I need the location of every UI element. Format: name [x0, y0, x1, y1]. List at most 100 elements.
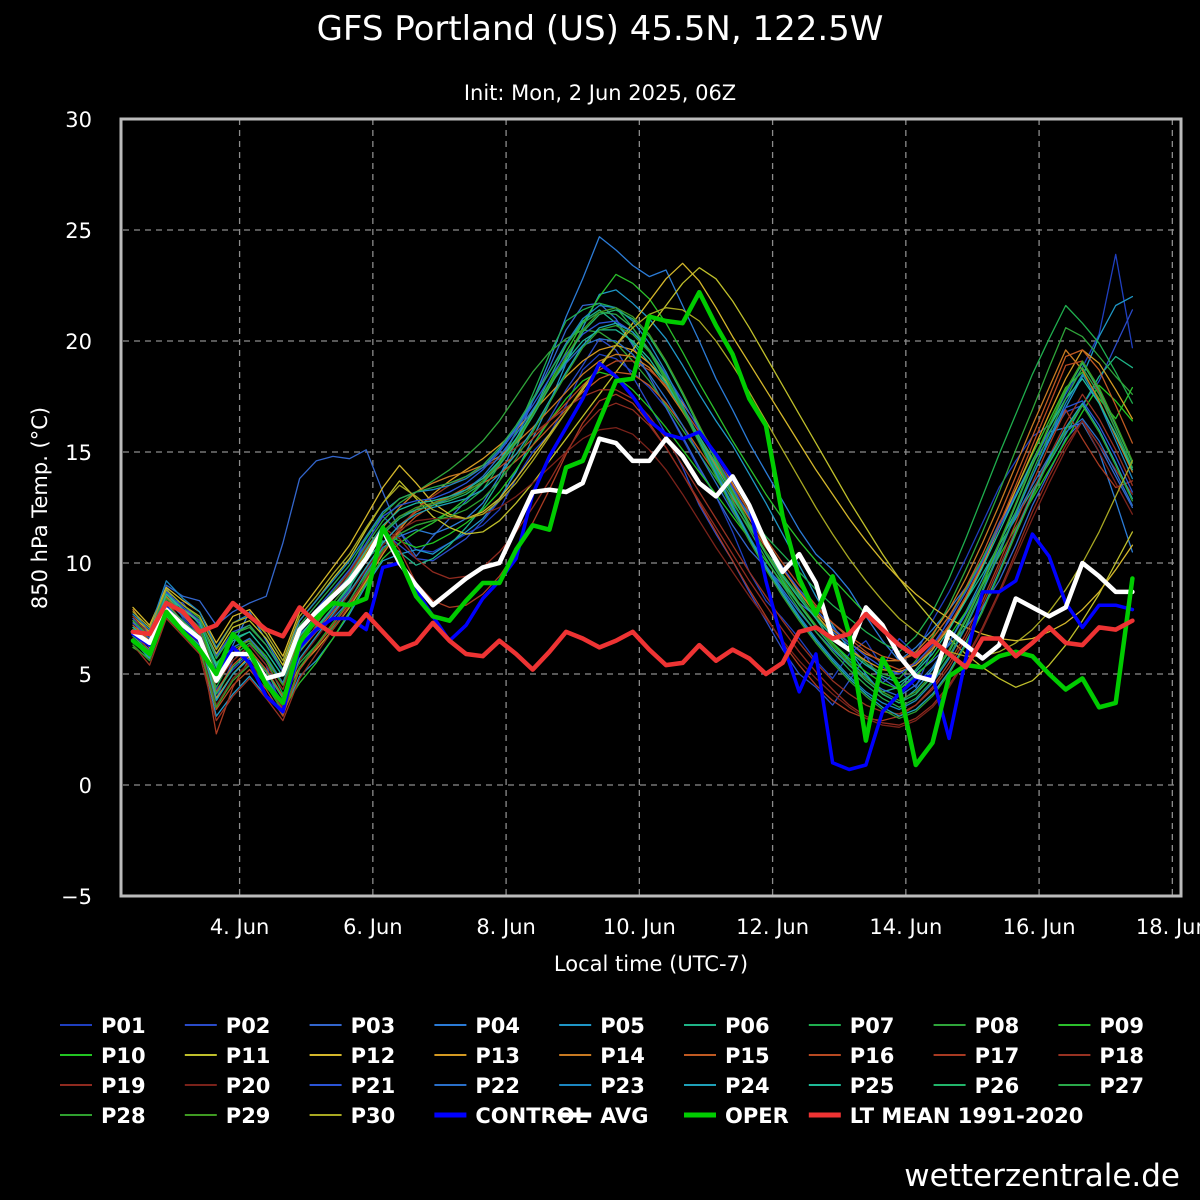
legend-item: P19	[60, 1074, 146, 1098]
series-line-p23	[132, 304, 1134, 711]
legend-item: P17	[933, 1044, 1020, 1068]
legend-label: P15	[725, 1044, 770, 1068]
legend-label: P24	[725, 1074, 770, 1098]
legend-label: P19	[101, 1074, 146, 1098]
series-line-p16	[132, 360, 1134, 717]
legend-label: P13	[475, 1044, 520, 1068]
legend-item: P08	[933, 1014, 1020, 1038]
y-tick-label: 25	[65, 219, 92, 243]
legend-item: P01	[60, 1014, 146, 1038]
y-tick-label: 20	[65, 330, 92, 354]
legend-label: P29	[226, 1104, 271, 1128]
y-axis-ticks: −5 0 5 10 15 20 25 30	[61, 108, 92, 909]
legend-label: P22	[475, 1074, 520, 1098]
legend-label: P17	[975, 1044, 1020, 1068]
legend-item: P23	[559, 1074, 645, 1098]
legend-item: P05	[559, 1014, 645, 1038]
legend-label: AVG	[600, 1104, 648, 1128]
y-tick-label: 5	[79, 663, 92, 687]
legend-label: P09	[1099, 1014, 1144, 1038]
legend-label: P01	[101, 1014, 146, 1038]
legend-item: P29	[184, 1104, 271, 1128]
legend-label: P04	[475, 1014, 520, 1038]
legend-item: OPER	[684, 1104, 789, 1128]
y-tick-label: 0	[79, 774, 92, 798]
series-line-p25	[132, 329, 1134, 684]
legend-label: P06	[725, 1014, 770, 1038]
series-line-avg	[130, 436, 1135, 683]
legend-label: P21	[351, 1074, 396, 1098]
series-group	[130, 236, 1135, 772]
legend-item: P18	[1058, 1044, 1144, 1068]
legend-item: P11	[184, 1044, 271, 1068]
x-tick-label: 10. Jun	[603, 915, 676, 939]
x-axis-label: Local time (UTC-7)	[554, 952, 748, 976]
x-tick-label: 6. Jun	[343, 915, 403, 939]
x-tick-label: 12. Jun	[736, 915, 809, 939]
legend-item: P21	[309, 1074, 396, 1098]
legend-item: P02	[184, 1014, 271, 1038]
legend-label: P05	[600, 1014, 645, 1038]
legend-item: P26	[933, 1074, 1020, 1098]
legend-label: OPER	[725, 1104, 789, 1128]
legend-item: P13	[434, 1044, 520, 1068]
series-line-lt-mean-1991-2020	[130, 600, 1135, 677]
legend-item: P04	[434, 1014, 520, 1038]
legend-label: LT MEAN 1991-2020	[850, 1104, 1084, 1128]
legend-item: P24	[684, 1074, 770, 1098]
legend-label: P08	[975, 1014, 1020, 1038]
y-tick-label: 10	[65, 552, 92, 576]
legend-item: P30	[309, 1104, 396, 1128]
legend: P01 P02 P03 P04 P05 P06 P07 P08 P09 P10 P11 P12 P13 P…	[60, 1014, 1144, 1128]
legend-label: P18	[1099, 1044, 1144, 1068]
legend-item: P10	[60, 1044, 146, 1068]
x-tick-label: 16. Jun	[1003, 915, 1076, 939]
y-axis-label: 850 hPa Temp. (°C)	[28, 407, 52, 609]
x-tick-label: 18. Jun	[1136, 915, 1200, 939]
legend-item: P07	[808, 1014, 895, 1038]
chart-subtitle: Init: Mon, 2 Jun 2025, 06Z	[464, 81, 736, 105]
legend-item: LT MEAN 1991-2020	[808, 1104, 1084, 1128]
legend-item: P15	[684, 1044, 770, 1068]
x-tick-label: 8. Jun	[476, 915, 536, 939]
legend-label: P16	[850, 1044, 895, 1068]
legend-label: P20	[226, 1074, 271, 1098]
legend-item: AVG	[559, 1104, 649, 1128]
legend-item: P25	[808, 1074, 895, 1098]
legend-label: P23	[600, 1074, 645, 1098]
series-line-p09	[132, 273, 1134, 711]
legend-item: P22	[434, 1074, 520, 1098]
legend-label: P10	[101, 1044, 146, 1068]
plot-frame	[119, 117, 1183, 898]
legend-item: P03	[309, 1014, 396, 1038]
y-tick-label: 30	[65, 108, 92, 132]
y-tick-label: −5	[61, 885, 92, 909]
legend-label: P07	[850, 1014, 895, 1038]
grid-lines	[123, 119, 1179, 896]
legend-item: P12	[309, 1044, 396, 1068]
legend-item: P20	[184, 1074, 271, 1098]
legend-label: P26	[975, 1074, 1020, 1098]
watermark: wetterzentrale.de	[904, 1158, 1180, 1194]
x-tick-label: 4. Jun	[210, 915, 270, 939]
legend-item: P09	[1058, 1014, 1144, 1038]
legend-label: P11	[226, 1044, 271, 1068]
legend-label: P28	[101, 1104, 146, 1128]
legend-label: P30	[351, 1104, 396, 1128]
legend-label: P03	[351, 1014, 396, 1038]
legend-label: P27	[1099, 1074, 1144, 1098]
x-axis-ticks: 4. Jun 6. Jun 8. Jun 10. Jun 12. Jun 14. Jun 1…	[210, 915, 1200, 939]
legend-item: P28	[60, 1104, 146, 1128]
legend-item: P06	[684, 1014, 770, 1038]
legend-label: P14	[600, 1044, 645, 1068]
legend-item: P27	[1058, 1074, 1144, 1098]
legend-label: P25	[850, 1074, 895, 1098]
chart-title: GFS Portland (US) 45.5N, 122.5W	[317, 9, 884, 49]
legend-item: P14	[559, 1044, 645, 1068]
y-tick-label: 15	[65, 441, 92, 465]
legend-label: P02	[226, 1014, 271, 1038]
legend-label: P12	[351, 1044, 396, 1068]
legend-item: P16	[808, 1044, 895, 1068]
